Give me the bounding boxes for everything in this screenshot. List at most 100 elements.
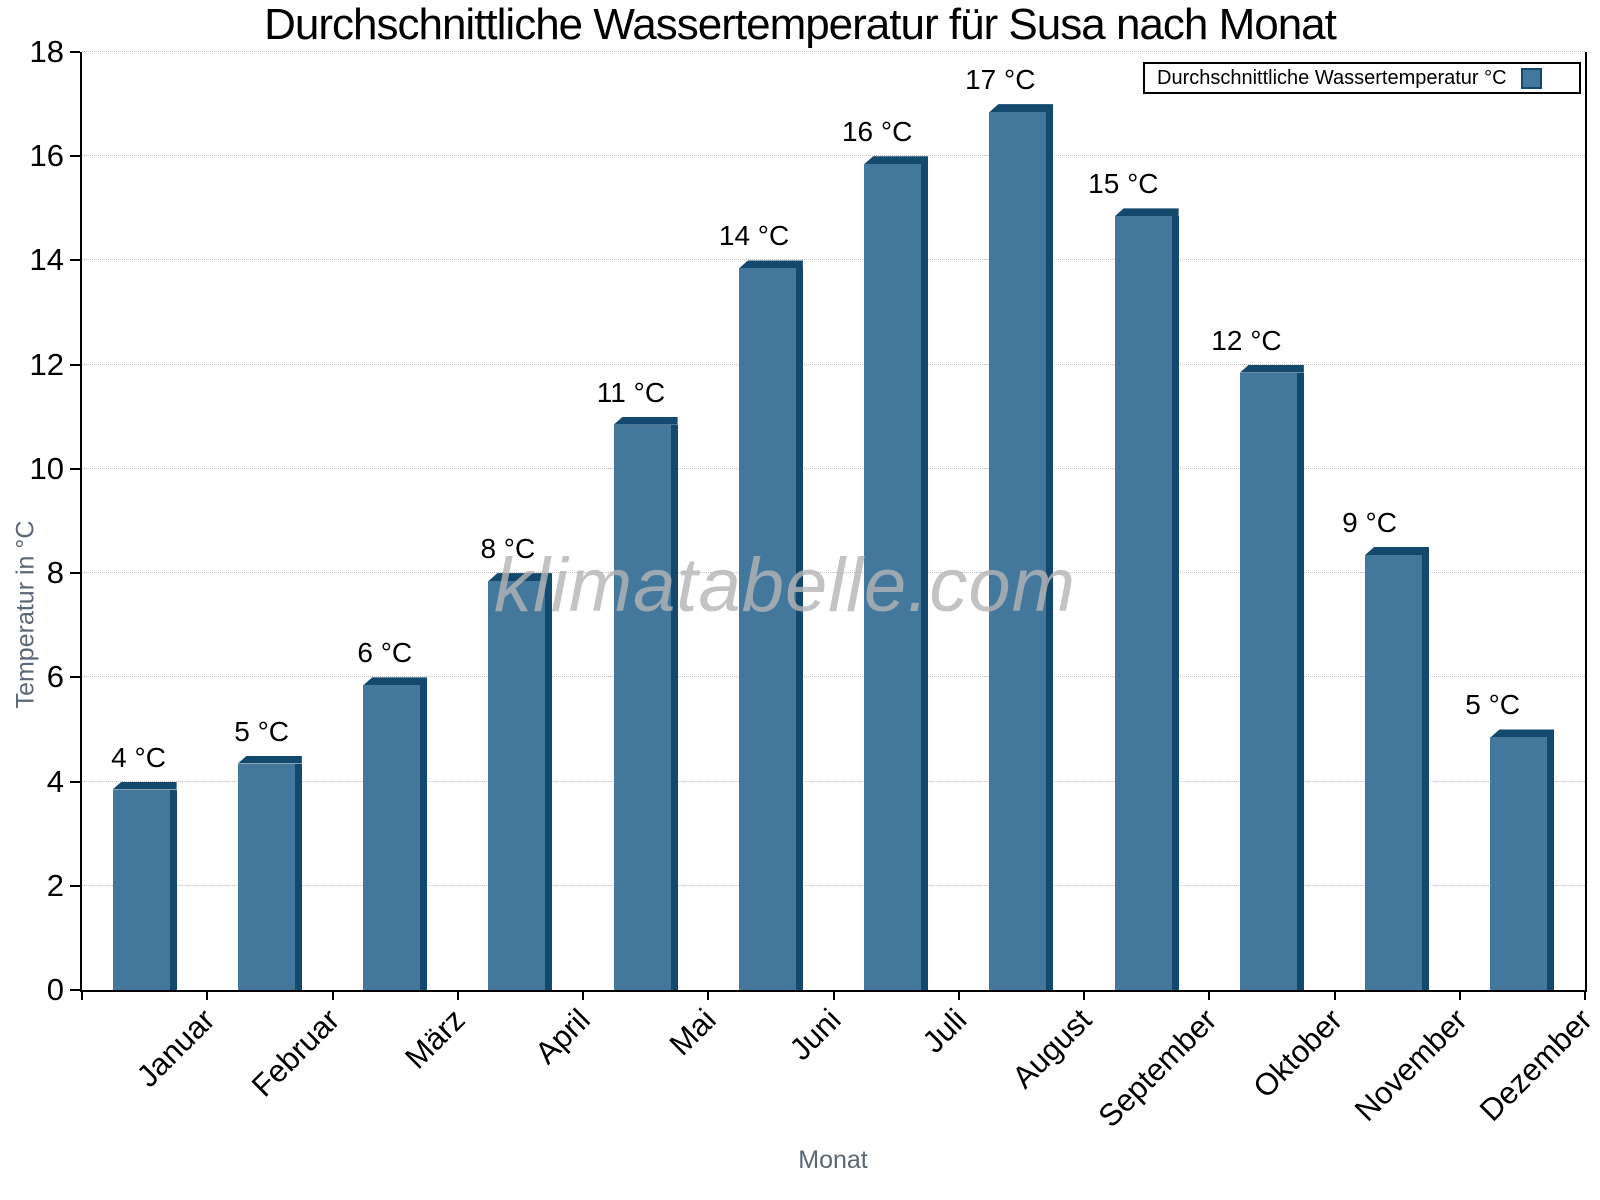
x-axis-title: Monat	[798, 1146, 868, 1174]
bar-cap	[738, 260, 803, 269]
y-tick-label: 16	[29, 138, 64, 174]
bar-face	[1114, 216, 1172, 990]
bar-oktober[interactable]	[1239, 364, 1304, 990]
bar-face	[989, 112, 1047, 990]
bar-cap	[1490, 729, 1555, 738]
bar-august[interactable]	[989, 104, 1054, 990]
x-axis-tick	[1333, 990, 1336, 1000]
x-axis-tick	[456, 990, 459, 1000]
y-axis	[80, 52, 82, 992]
bar-value-label: 17 °C	[965, 64, 1036, 96]
bar-face	[738, 268, 796, 990]
bar-face	[112, 789, 170, 990]
x-tick-label-juni: Juni	[782, 1002, 848, 1067]
x-axis-tick	[1458, 990, 1461, 1000]
y-tick-label: 10	[29, 450, 64, 486]
bar-face	[488, 581, 546, 990]
y-tick-label: 8	[46, 555, 64, 591]
bar-value-label: 8 °C	[480, 533, 536, 565]
x-axis-tick	[957, 990, 960, 1000]
bar-juni[interactable]	[738, 260, 803, 990]
bar-value-label: 5 °C	[234, 715, 290, 747]
bar-cap	[363, 677, 428, 686]
bar-februar[interactable]	[237, 755, 302, 990]
bar-side	[294, 763, 302, 990]
bar-september[interactable]	[1114, 208, 1179, 990]
bar-cap	[989, 104, 1054, 113]
chart-title: Durchschnittliche Wassertemperatur für S…	[264, 0, 1337, 49]
y-axis-title: Temperatur in °C	[11, 520, 40, 709]
x-axis-tick	[1083, 990, 1085, 1000]
x-axis-tick	[832, 990, 835, 1000]
bar-side	[1296, 372, 1304, 990]
y-axis-tick	[70, 884, 80, 887]
legend-swatch-icon[interactable]	[1520, 67, 1542, 89]
x-tick-label-september: September	[1091, 1002, 1224, 1134]
y-axis-tick	[70, 780, 80, 783]
x-axis-tick	[707, 990, 710, 1000]
bar-cap	[1365, 547, 1430, 556]
bar-side	[670, 424, 678, 990]
bar-märz[interactable]	[363, 677, 428, 990]
x-tick-label-august: August	[1005, 1002, 1099, 1095]
bar-value-label: 5 °C	[1465, 689, 1521, 721]
bar-side	[1046, 112, 1054, 990]
bar-value-label: 16 °C	[841, 116, 913, 148]
x-tick-label-juli: Juli	[915, 1002, 973, 1060]
bar-side	[921, 164, 929, 990]
bar-value-label: 15 °C	[1088, 168, 1159, 200]
y-axis-tick	[70, 572, 80, 575]
bar-cap	[237, 755, 302, 764]
y-axis-tick	[70, 989, 80, 991]
y-axis-tick	[70, 259, 80, 262]
bar-value-label: 14 °C	[718, 220, 790, 252]
x-tick-label-januar: Januar	[129, 1002, 222, 1094]
bar-november[interactable]	[1365, 547, 1430, 990]
bar-januar[interactable]	[112, 781, 177, 990]
y-tick-label: 12	[29, 346, 64, 382]
x-tick-label-märz: März	[398, 1002, 472, 1076]
bar-side	[169, 789, 177, 990]
x-tick-label-mai: Mai	[662, 1002, 723, 1063]
bar-side	[545, 581, 553, 990]
plot-right-border	[1585, 52, 1587, 992]
bar-side	[420, 685, 428, 990]
y-tick-label: 6	[46, 659, 64, 695]
gridline	[82, 155, 1585, 157]
y-axis-tick	[70, 51, 80, 53]
gridline	[82, 259, 1585, 261]
gridline	[82, 572, 1585, 574]
y-tick-label: 14	[29, 242, 64, 278]
legend[interactable]: Durchschnittliche Wassertemperatur °C	[1143, 62, 1581, 94]
bar-april[interactable]	[488, 573, 553, 990]
bar-mai[interactable]	[613, 416, 678, 990]
bar-face	[1365, 555, 1423, 990]
x-axis	[80, 990, 1587, 992]
x-tick-label-april: April	[528, 1002, 598, 1071]
legend-label[interactable]: Durchschnittliche Wassertemperatur °C	[1157, 66, 1507, 89]
bar-face	[1239, 372, 1297, 990]
x-axis-tick	[1208, 990, 1211, 1000]
gridline	[82, 467, 1585, 469]
gridline	[82, 676, 1585, 678]
bar-value-label: 11 °C	[596, 376, 666, 408]
x-axis-tick	[1584, 990, 1586, 1000]
gridline	[82, 780, 1585, 782]
x-axis-tick	[331, 990, 334, 1000]
gridline	[82, 884, 1585, 886]
gridline	[82, 51, 1585, 52]
bar-side	[1171, 216, 1179, 990]
bar-face	[613, 424, 671, 990]
y-tick-label: 0	[46, 972, 64, 1007]
bar-cap	[1239, 364, 1304, 373]
x-tick-label-november: November	[1348, 1002, 1474, 1128]
bar-value-label: 4 °C	[111, 741, 166, 773]
x-tick-label-februar: Februar	[245, 1002, 347, 1104]
bar-side	[1547, 737, 1555, 990]
bar-juli[interactable]	[864, 156, 929, 990]
bar-dezember[interactable]	[1490, 729, 1555, 990]
